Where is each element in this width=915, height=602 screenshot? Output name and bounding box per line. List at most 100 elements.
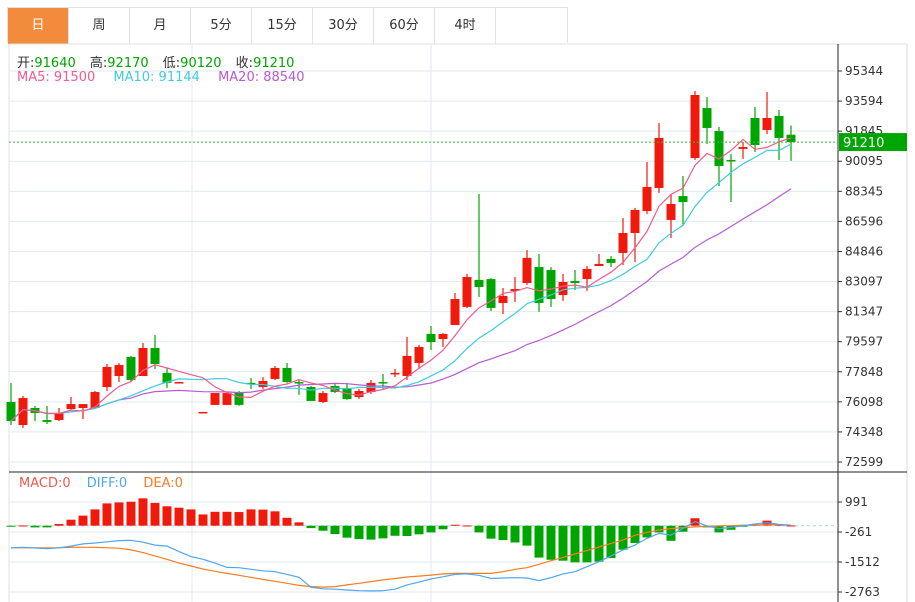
candle-down — [426, 326, 436, 351]
candle-body — [534, 267, 544, 303]
candle-up — [270, 366, 280, 380]
candle-down — [546, 267, 556, 307]
candle-down — [234, 390, 244, 406]
macd-bar-negative — [378, 525, 388, 539]
candle-body — [774, 115, 784, 138]
macd-bar-negative — [582, 525, 592, 563]
macd-bar-positive — [270, 511, 280, 526]
candle-up — [318, 390, 328, 404]
candle-up — [402, 337, 412, 380]
open-value: 91640 — [34, 56, 76, 71]
candle-down — [282, 362, 292, 383]
ma-readout: MA5: 91500 MA10: 91144 MA20: 88540 — [17, 70, 315, 85]
macd-bar-positive — [234, 512, 244, 526]
macd-bar-negative — [402, 525, 412, 537]
macd-bar-negative — [342, 525, 352, 538]
ma20-value: MA20: 88540 — [218, 70, 305, 85]
macd-bar-positive — [90, 509, 100, 526]
candle-body — [318, 393, 328, 402]
price-tick-label: 90095 — [845, 154, 883, 168]
candle-up — [558, 273, 568, 301]
ma10-line — [10, 143, 792, 422]
candle-body — [750, 117, 760, 145]
price-tick-label: 95344 — [845, 64, 883, 78]
candle-up — [642, 162, 652, 214]
price-tick-label: 93594 — [845, 94, 883, 108]
macd-bar-negative — [534, 525, 544, 558]
price-tick-label: 76098 — [845, 395, 883, 409]
candle-body — [510, 289, 520, 291]
candle-body — [270, 367, 280, 379]
candle-down — [750, 106, 760, 153]
candle-body — [330, 386, 340, 393]
macd-tick-label: -1512 — [845, 555, 880, 569]
tab-5[interactable]: 30分 — [313, 8, 374, 44]
candle-down — [678, 175, 688, 226]
macd-bar-positive — [210, 511, 220, 526]
candle-body — [234, 392, 244, 405]
candle-up — [594, 253, 604, 267]
macd-bar-negative — [522, 525, 532, 546]
tab-3[interactable]: 5分 — [191, 8, 252, 44]
price-tick-label: 72599 — [845, 455, 883, 469]
candle-body — [762, 117, 772, 131]
candle-body — [462, 277, 472, 307]
candle-body — [174, 382, 184, 384]
candle-body — [474, 279, 484, 287]
tab-7[interactable]: 4时 — [435, 8, 496, 44]
candle-down — [726, 153, 736, 203]
tab-6[interactable]: 60分 — [374, 8, 435, 44]
candle-up — [354, 388, 364, 400]
dea-line — [11, 524, 792, 588]
candle-up — [630, 207, 640, 263]
candle-body — [282, 367, 292, 383]
macd-bar-positive — [150, 502, 160, 526]
price-tick-label: 77848 — [845, 365, 883, 379]
candle-down — [30, 405, 40, 422]
ma5-value: MA5: 91500 — [17, 70, 96, 85]
tab-0[interactable]: 日 — [8, 8, 69, 44]
candle-up — [762, 92, 772, 134]
candle-body — [558, 281, 568, 296]
candle-body — [630, 209, 640, 234]
candle-up — [222, 393, 232, 405]
tab-4[interactable]: 15分 — [252, 8, 313, 44]
candle-up — [690, 91, 700, 160]
candle-down — [570, 269, 580, 291]
candle-body — [498, 295, 508, 303]
candle-body — [486, 279, 496, 308]
candle-body — [426, 333, 436, 342]
candle-body — [738, 147, 748, 149]
macd-bar-positive — [174, 507, 184, 526]
open-label: 开: — [17, 56, 35, 71]
candle-up — [18, 395, 28, 428]
macd-bar-positive — [138, 498, 148, 526]
macd-bar-negative — [366, 525, 376, 540]
macd-bar-positive — [18, 525, 28, 527]
tab-1[interactable]: 周 — [69, 8, 130, 44]
candle-up — [174, 382, 184, 384]
macd-bar-negative — [498, 525, 508, 541]
candle-body — [714, 131, 724, 166]
candle-up — [450, 292, 460, 325]
diff-value: DIFF:0 — [86, 476, 128, 491]
tab-2[interactable]: 月 — [130, 8, 191, 44]
macd-bar-positive — [222, 511, 232, 526]
candle-body — [606, 258, 616, 263]
macd-bar-negative — [474, 525, 484, 533]
ohlc-readout: 开:91640 高:92170 低:90120 收:91210 — [17, 52, 304, 71]
candle-down — [534, 253, 544, 312]
macd-bar-positive — [198, 514, 208, 526]
candle-body — [702, 108, 712, 128]
candle-body — [138, 348, 148, 377]
macd-bar-negative — [42, 525, 52, 528]
macd-bar-negative — [486, 525, 496, 539]
high-label: 高: — [89, 56, 108, 71]
candle-body — [414, 346, 424, 363]
candle-body — [294, 382, 304, 384]
diff-line — [10, 520, 792, 592]
macd-bar-negative — [438, 525, 448, 530]
close-label: 收: — [235, 56, 254, 71]
price-tick-label: 84846 — [845, 244, 883, 258]
